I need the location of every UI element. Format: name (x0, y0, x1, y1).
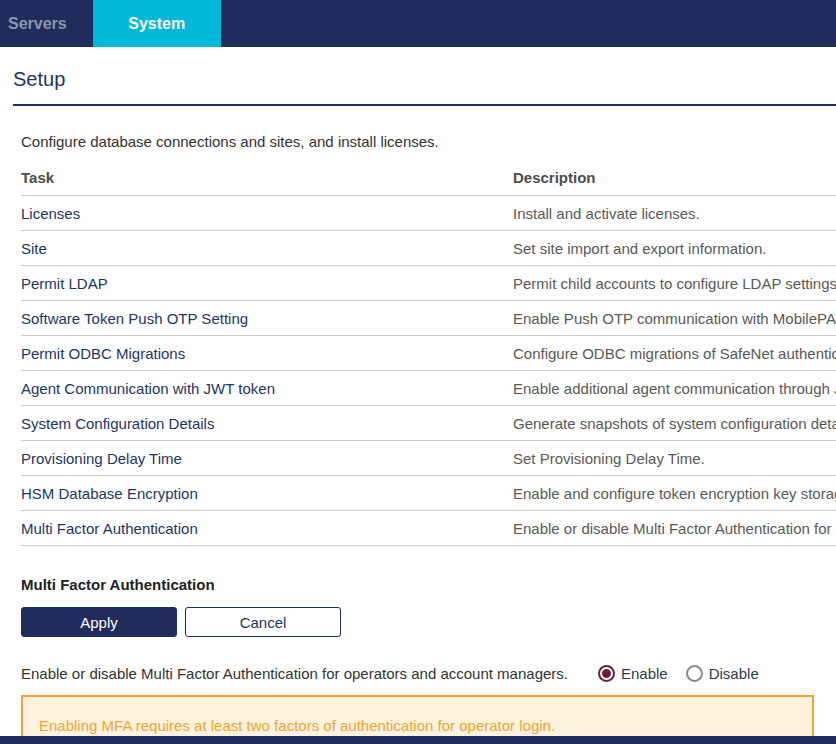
task-description: Set site import and export information. (513, 231, 836, 266)
tab-servers-label: Servers (8, 15, 67, 33)
title-divider (13, 104, 836, 106)
top-tab-bar: Servers System (0, 0, 836, 47)
radio-option-disable[interactable]: Disable (686, 665, 759, 682)
task-link-site[interactable]: Site (21, 240, 47, 257)
tab-system[interactable]: System (93, 0, 221, 47)
table-row: Multi Factor Authentication Enable or di… (21, 511, 836, 546)
mfa-radio-row: Enable or disable Multi Factor Authentic… (21, 665, 836, 682)
intro-text: Configure database connections and sites… (21, 133, 836, 150)
task-description: Permit child accounts to configure LDAP … (513, 266, 836, 301)
table-row: Licenses Install and activate licenses. (21, 196, 836, 231)
task-link-agent-communication-jwt[interactable]: Agent Communication with JWT token (21, 380, 275, 397)
task-description: Generate snapshots of system configurati… (513, 406, 836, 441)
table-row: HSM Database Encryption Enable and confi… (21, 476, 836, 511)
page-title: Setup (13, 68, 836, 91)
table-row: Software Token Push OTP Setting Enable P… (21, 301, 836, 336)
footer-bar (0, 736, 836, 744)
radio-enable-label[interactable]: Enable (621, 665, 668, 682)
table-row: Site Set site import and export informat… (21, 231, 836, 266)
tab-system-label: System (128, 15, 185, 33)
setup-task-table: Task Description Licenses Install and ac… (21, 162, 836, 546)
task-link-provisioning-delay-time[interactable]: Provisioning Delay Time (21, 450, 182, 467)
column-header-task: Task (21, 162, 513, 196)
apply-button[interactable]: Apply (21, 607, 177, 637)
mfa-radio-group: Enable Disable (598, 665, 759, 682)
task-link-permit-ldap[interactable]: Permit LDAP (21, 275, 108, 292)
table-row: Provisioning Delay Time Set Provisioning… (21, 441, 836, 476)
task-description: Enable and configure token encryption ke… (513, 476, 836, 511)
table-header-row: Task Description (21, 162, 836, 196)
cancel-button[interactable]: Cancel (185, 607, 341, 637)
mfa-section-heading: Multi Factor Authentication (21, 576, 836, 593)
radio-option-enable[interactable]: Enable (598, 665, 668, 682)
task-link-multi-factor-authentication[interactable]: Multi Factor Authentication (21, 520, 198, 537)
task-description: Enable or disable Multi Factor Authentic… (513, 511, 836, 546)
task-link-permit-odbc-migrations[interactable]: Permit ODBC Migrations (21, 345, 185, 362)
table-row: System Configuration Details Generate sn… (21, 406, 836, 441)
task-description: Install and activate licenses. (513, 196, 836, 231)
table-row: Permit LDAP Permit child accounts to con… (21, 266, 836, 301)
mfa-button-row: Apply Cancel (21, 607, 836, 637)
table-row: Agent Communication with JWT token Enabl… (21, 371, 836, 406)
table-row: Permit ODBC Migrations Configure ODBC mi… (21, 336, 836, 371)
task-link-software-token-push-otp[interactable]: Software Token Push OTP Setting (21, 310, 248, 327)
task-link-licenses[interactable]: Licenses (21, 205, 80, 222)
radio-disable-label[interactable]: Disable (709, 665, 759, 682)
task-link-hsm-database-encryption[interactable]: HSM Database Encryption (21, 485, 198, 502)
column-header-description: Description (513, 162, 836, 196)
tab-servers[interactable]: Servers (0, 0, 81, 47)
task-description: Configure ODBC migrations of SafeNet aut… (513, 336, 836, 371)
mfa-warning-text: Enabling MFA requires at least two facto… (39, 717, 555, 734)
task-description: Enable additional agent communication th… (513, 371, 836, 406)
task-link-system-configuration-details[interactable]: System Configuration Details (21, 415, 214, 432)
mfa-radio-prompt: Enable or disable Multi Factor Authentic… (21, 665, 568, 682)
radio-disable-icon[interactable] (686, 665, 703, 682)
radio-enable-selected-icon[interactable] (598, 665, 615, 682)
task-description: Enable Push OTP communication with Mobil… (513, 301, 836, 336)
task-description: Set Provisioning Delay Time. (513, 441, 836, 476)
